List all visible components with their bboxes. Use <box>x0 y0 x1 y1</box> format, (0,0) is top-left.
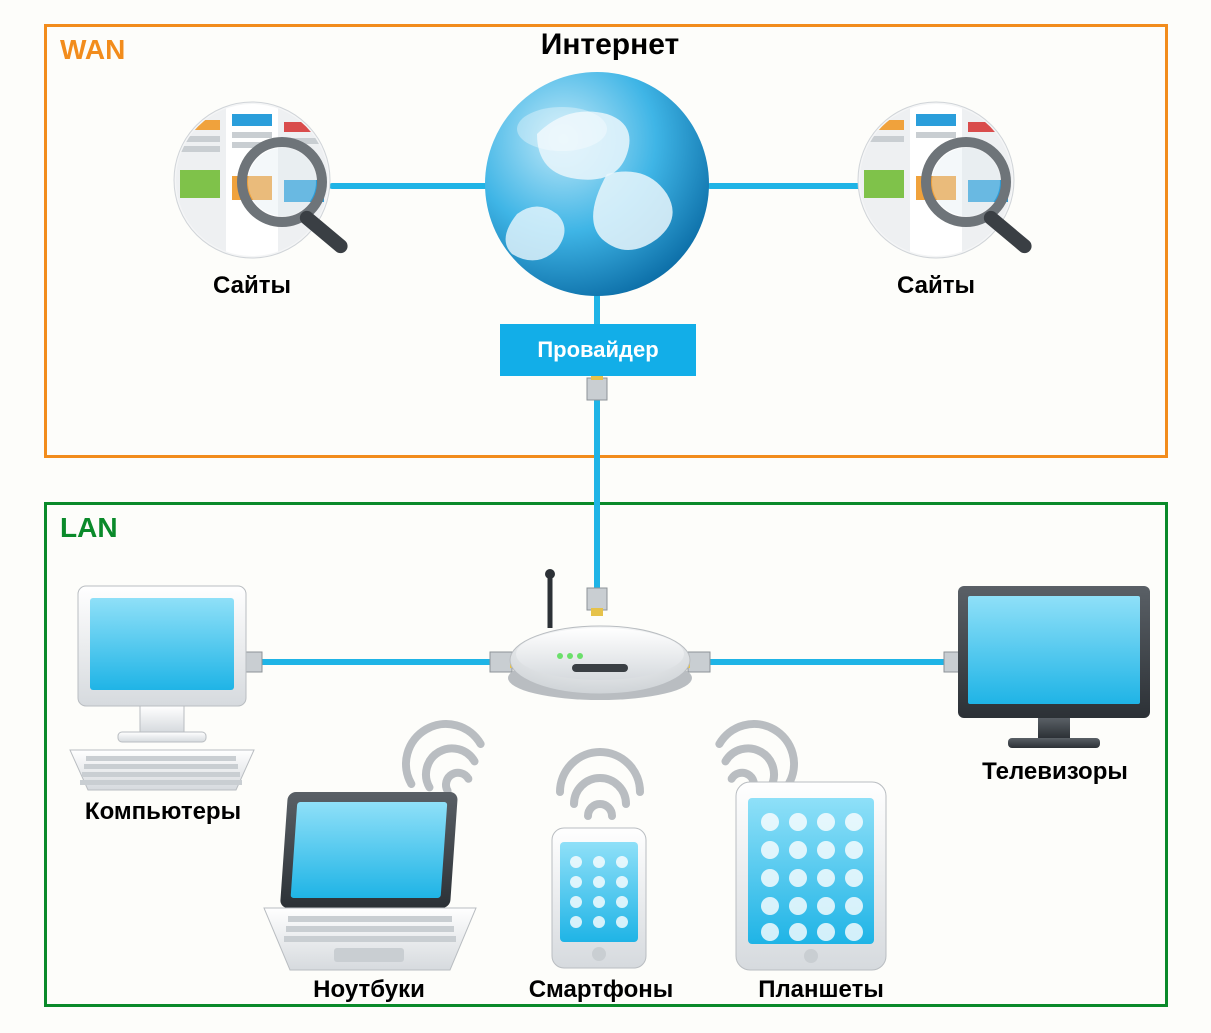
provider-box: Провайдер <box>500 324 696 376</box>
tablet-icon <box>736 782 886 970</box>
tv-icon <box>958 586 1150 748</box>
sites-right-label: Сайты <box>866 272 1006 300</box>
sites-right-icon <box>858 102 1034 258</box>
internet-title: Интернет <box>480 28 740 62</box>
globe-icon <box>485 72 709 296</box>
computers-label: Компьютеры <box>58 798 268 826</box>
sites-left-icon <box>174 102 350 258</box>
tablets-label: Планшеты <box>726 976 916 1004</box>
laptops-label: Ноутбуки <box>284 976 454 1004</box>
laptop-icon <box>264 792 476 970</box>
diagram-svg <box>0 0 1211 1033</box>
tv-label: Телевизоры <box>950 758 1160 786</box>
diagram-canvas: WAN LAN <box>0 0 1211 1033</box>
sites-left-label: Сайты <box>182 272 322 300</box>
computer-icon <box>70 586 254 790</box>
smartphones-label: Смартфоны <box>496 976 706 1004</box>
smartphone-icon <box>552 828 646 968</box>
